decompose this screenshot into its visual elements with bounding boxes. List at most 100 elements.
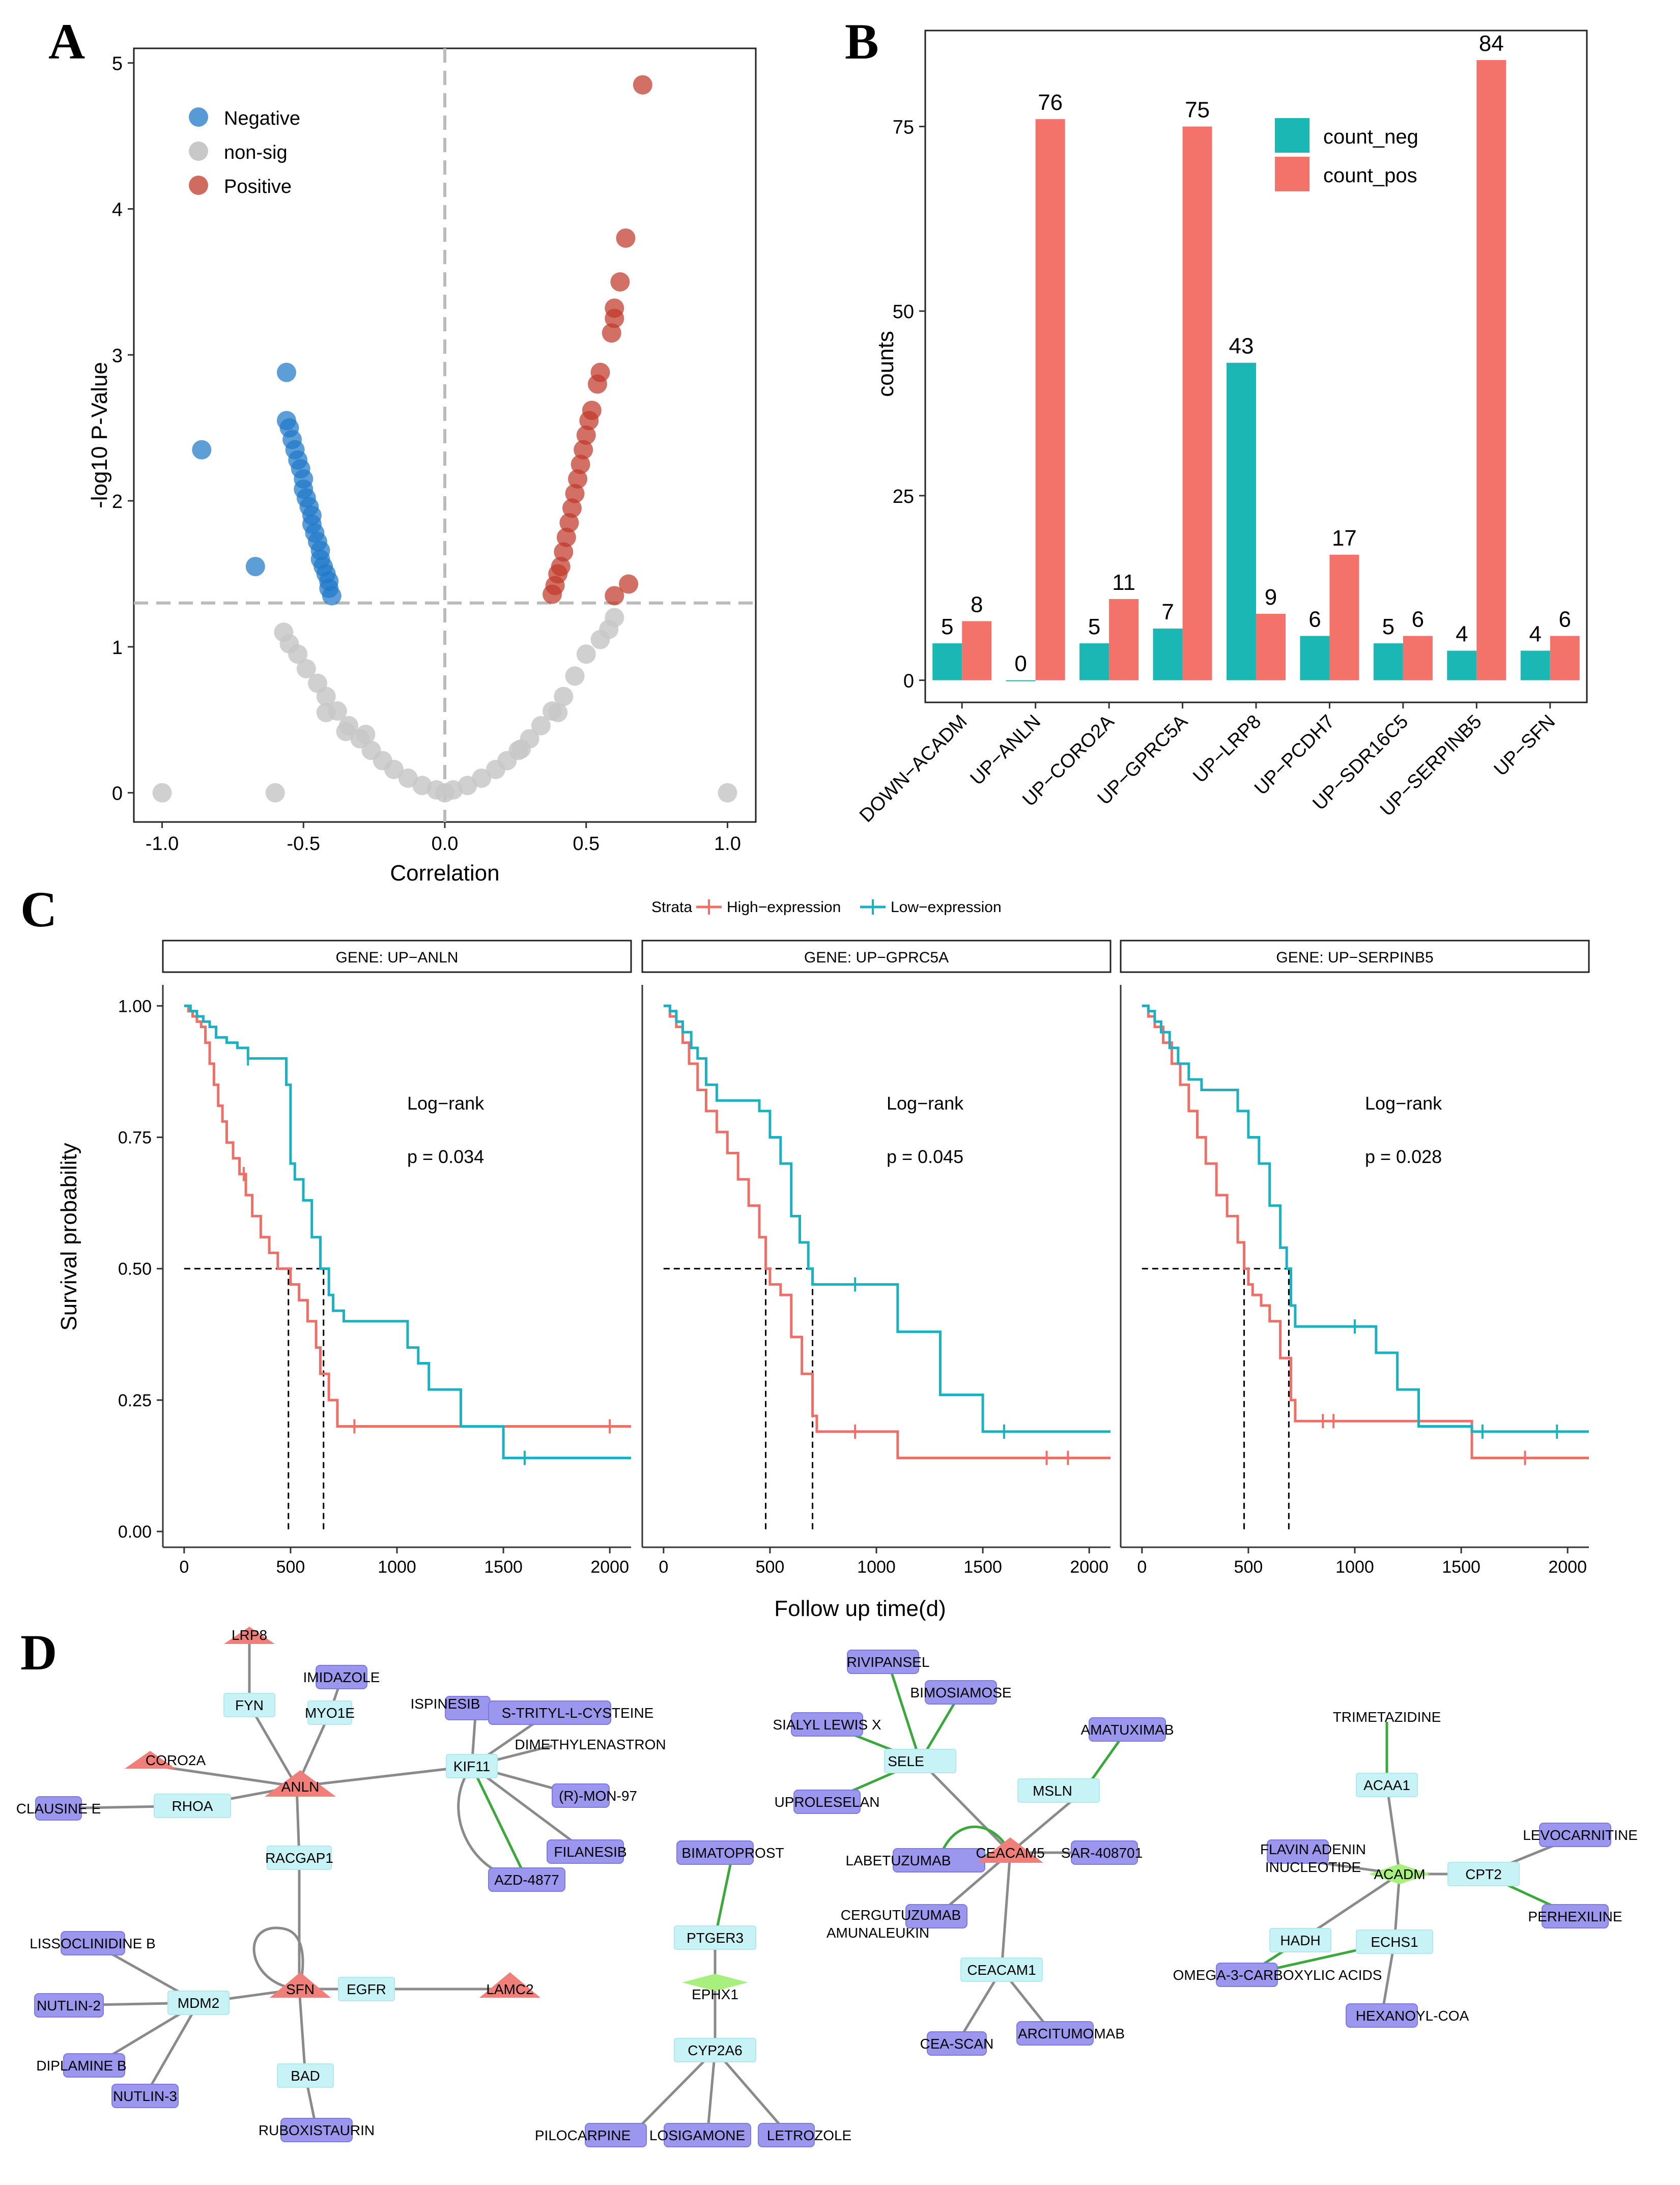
bar-label-count_pos-0: 8 xyxy=(971,592,983,617)
km-y-tick-label-3: 0.75 xyxy=(118,1128,152,1147)
node-bimosiamose-shape xyxy=(925,1680,997,1705)
node-ceascan-label: CEA-SCAN xyxy=(920,2036,994,2052)
node-lamc2-label: LAMC2 xyxy=(486,1981,533,1997)
node-nutlin3-label: NUTLIN-3 xyxy=(113,2088,177,2104)
node-acadm-label: ACADM xyxy=(1374,1866,1425,1882)
point-nonsig-4 xyxy=(288,644,308,664)
panel-b-y-axis-label: counts xyxy=(873,331,898,397)
node-filanesib-shape xyxy=(547,1839,624,1864)
km-strip-title-2: GENE: UP−SERPINB5 xyxy=(1276,949,1433,966)
km-x-tick-label-2-4: 2000 xyxy=(1548,1557,1587,1577)
b-y-tick-label-3: 75 xyxy=(893,117,914,138)
point-negative-23 xyxy=(322,586,341,606)
node-acaa1-label: ACAA1 xyxy=(1363,1777,1410,1793)
bar-count_pos-7 xyxy=(1476,60,1506,680)
km-x-tick-label-0-4: 2000 xyxy=(590,1557,629,1577)
legend-count-pos-swatch xyxy=(1275,157,1309,191)
node-acaa1-shape xyxy=(1356,1773,1418,1797)
network-3: RIVIPANSEL BIMOSIAMOSE SIALYL LEWIS X SE… xyxy=(773,1650,1174,2056)
node-myo1e-label: MYO1E xyxy=(305,1705,355,1721)
node-egfr-shape xyxy=(338,1977,395,2001)
node-nutlin3-shape xyxy=(111,2084,179,2108)
node-rmon97-label: (R)-MON-97 xyxy=(559,1788,637,1804)
point-nonsig-33 xyxy=(316,702,336,722)
bar-label-count_neg-5: 6 xyxy=(1308,607,1321,632)
node-sfn-label: SFN xyxy=(286,1981,315,1997)
node-sar408701-shape xyxy=(1071,1840,1138,1865)
node-anln-label: ANLN xyxy=(281,1779,320,1795)
panel-a-legend: Negative non-sig Positive xyxy=(189,107,300,197)
node-hadh-label: HADH xyxy=(1280,1933,1320,1948)
km-curve-low-2 xyxy=(1142,1004,1589,1433)
node-sialyl-label: SIALYL LEWIS X xyxy=(773,1717,881,1733)
edge-anln-kif11 xyxy=(296,1765,472,1788)
node-ceascan-shape xyxy=(927,2031,987,2056)
node-cpt2-label: CPT2 xyxy=(1465,1866,1502,1882)
point-positive-11 xyxy=(574,440,593,460)
legend-high-label: High−expression xyxy=(727,899,841,916)
edge-ceacam5-ceacam1 xyxy=(1000,1852,1012,1970)
point-positive-24 xyxy=(605,586,624,606)
node-fyn-label: FYN xyxy=(235,1697,264,1713)
edge-cyp2a6-letrozole xyxy=(714,2049,790,2136)
bar-label-count_pos-2: 11 xyxy=(1112,570,1135,595)
network-1-nodes: LRP8 IMIDAZOLE FYN MYO1E ISPINESIB S-TRI… xyxy=(16,1627,666,2142)
legend-nonsig-label: non-sig xyxy=(224,142,288,163)
bar-count_pos-1 xyxy=(1035,119,1065,680)
node-coro2a-shape xyxy=(125,1751,176,1769)
km-y-tick-label-0: 0.00 xyxy=(118,1522,152,1542)
point-nonsig-29 xyxy=(576,644,596,664)
node-ephx1-shape xyxy=(682,1974,748,1991)
node-perhexiline-shape xyxy=(1542,1904,1609,1928)
bar-label-count_neg-4: 43 xyxy=(1229,334,1254,359)
node-azd4877-shape xyxy=(488,1867,565,1892)
legend-positive-marker xyxy=(189,176,208,195)
km-curve-high-0 xyxy=(184,1004,631,1428)
panel-a-x-ticks: -1.0 -0.5 0.0 0.5 1.0 xyxy=(146,822,741,855)
node-ruboxistaurin-shape xyxy=(280,2118,353,2142)
node-lissoclinidine-shape xyxy=(61,1931,125,1955)
km-curve-high-1 xyxy=(663,1004,1110,1459)
node-hexanoylcoa-shape xyxy=(1346,2003,1418,2028)
bar-count_neg-1 xyxy=(1006,680,1036,682)
node-omega3-label: OMEGA-3-CARBOXYLIC ACIDS xyxy=(1173,1967,1382,1983)
node-ispinesib-label: ISPINESIB xyxy=(411,1696,480,1712)
bar-label-count_neg-2: 5 xyxy=(1088,614,1100,639)
km-test-label-0: Log−rank xyxy=(407,1093,485,1114)
node-ptger3-label: PTGER3 xyxy=(687,1930,744,1946)
node-rhoa-label: RHOA xyxy=(172,1798,213,1814)
legend-negative-label: Negative xyxy=(224,108,300,129)
panel-a-y-ticks: 0 1 2 3 4 5 xyxy=(112,53,134,805)
point-nonsig-27 xyxy=(554,687,574,706)
node-rivipansel-shape xyxy=(847,1650,919,1674)
edge-sfn-self-loop xyxy=(252,1926,304,1991)
edge-acaa1-acadm xyxy=(1385,1784,1401,1875)
km-x-tick-label-1-0: 0 xyxy=(659,1557,668,1577)
node-ptger3-shape xyxy=(674,1925,756,1950)
edge-cyp2a6-pilocarpine xyxy=(630,2049,716,2136)
b-y-tick-label-1: 25 xyxy=(893,486,914,507)
edge-sele-ceacam5 xyxy=(919,1760,1011,1854)
node-kif11-label: KIF11 xyxy=(453,1758,491,1774)
point-nonsig-25 xyxy=(531,716,551,735)
panel-d-letter: D xyxy=(20,1624,57,1681)
km-p-value-2: p = 0.028 xyxy=(1365,1146,1442,1167)
km-facet-1: GENE: UP−GPRC5A 0 500 1000 1500 2000 Log−rank p… xyxy=(641,940,1112,1577)
bar-count_neg-2 xyxy=(1079,643,1109,680)
node-pilocarpine-label: PILOCARPINE xyxy=(535,2127,631,2143)
node-filanesib-label: FILANESIB xyxy=(554,1844,627,1860)
node-msln-label: MSLN xyxy=(1033,1783,1072,1799)
bar-count_pos-8 xyxy=(1550,636,1580,680)
node-strityl-shape xyxy=(488,1700,611,1725)
point-positive-12 xyxy=(571,455,590,474)
node-ephx1-label: EPHX1 xyxy=(692,1987,738,2002)
km-x-tick-label-0-3: 1500 xyxy=(484,1557,523,1577)
km-test-label-1: Log−rank xyxy=(887,1093,964,1114)
b-x-tick-label-8: UP−SFN xyxy=(1490,711,1559,780)
edge-sfn-bad xyxy=(298,1989,307,2076)
point-positive-4 xyxy=(605,308,624,328)
node-flavin-label-1: FLAVIN ADENIN xyxy=(1260,1841,1366,1857)
node-ceacam1-shape xyxy=(960,1957,1043,1982)
km-x-tick-label-1-4: 2000 xyxy=(1070,1557,1108,1577)
km-strip-title-1: GENE: UP−GPRC5A xyxy=(804,949,949,966)
